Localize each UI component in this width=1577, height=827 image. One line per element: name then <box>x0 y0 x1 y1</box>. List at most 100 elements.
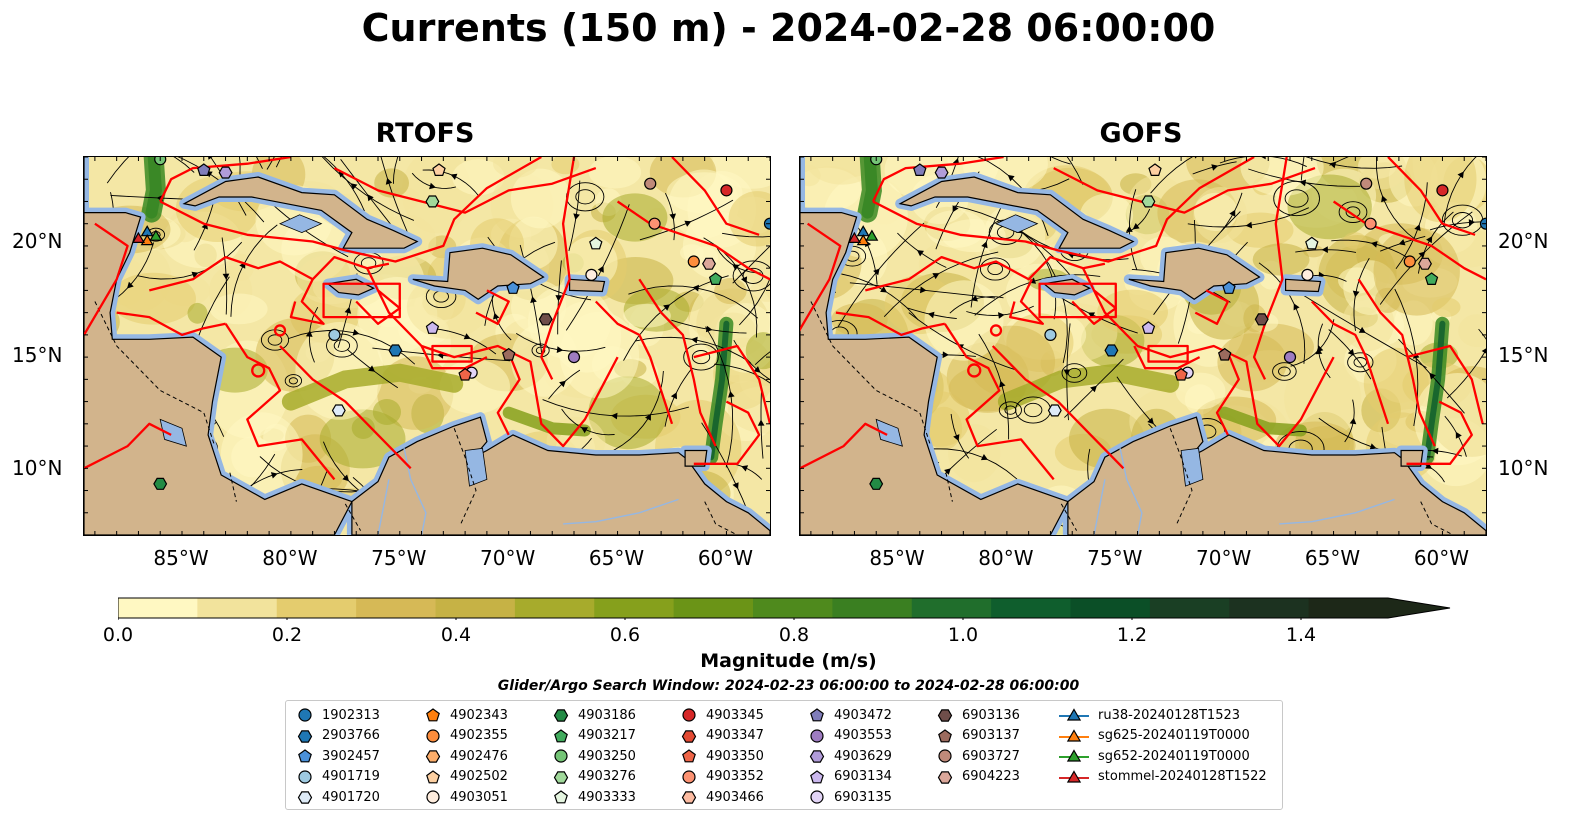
legend-label: 4902343 <box>450 707 508 723</box>
land <box>84 157 770 535</box>
float-pentagon-icon <box>554 728 568 742</box>
marker-4903217 <box>708 272 723 286</box>
glider-triangle-icon <box>1059 770 1089 783</box>
legend-item-6903727: 6903727 <box>936 746 1020 766</box>
legend-label: 4902476 <box>450 748 508 764</box>
float-hexagon-icon <box>425 750 441 763</box>
marker-4902502 <box>1148 163 1162 176</box>
lat-label-20n: 20°N <box>12 229 63 253</box>
float-pentagon-icon <box>682 749 696 763</box>
marker-4903276 <box>1141 195 1156 208</box>
colorbar-tick-4: 0.8 <box>778 624 810 646</box>
land <box>800 157 1486 535</box>
marker-3902457 <box>506 281 520 294</box>
float-circle-icon <box>298 708 312 722</box>
legend-item-4903276: 4903276 <box>552 767 636 787</box>
legend-item-4903186: 4903186 <box>552 705 636 725</box>
frame-ticks <box>800 157 1486 535</box>
legend-label: 6903135 <box>834 789 892 805</box>
float-hexagon-icon <box>681 729 697 743</box>
lon-label-rtofs-4: 65°W <box>588 546 645 570</box>
colorbar-tick-0: 0.0 <box>102 624 134 646</box>
float-pentagon-icon <box>810 770 824 784</box>
marker-4903345 <box>1436 184 1449 197</box>
colorbar-extend-arrow <box>1388 598 1450 618</box>
lakes <box>159 214 488 487</box>
panel-title-gofs: GOFS <box>1099 118 1183 149</box>
float-circle-icon <box>426 790 440 804</box>
legend-item-4903350: 4903350 <box>680 746 764 766</box>
marker-sg652-20240119T0000 <box>865 229 879 241</box>
map-panel-gofs[interactable] <box>799 156 1487 536</box>
marker-4903352 <box>1364 217 1377 230</box>
lon-label-rtofs-3: 70°W <box>480 546 536 570</box>
legend-item-6903135: 6903135 <box>808 787 892 807</box>
float-pentagon-icon <box>554 790 568 804</box>
glider-triangle-icon <box>1059 749 1089 762</box>
marker-4901719 <box>328 328 341 341</box>
colorbar-segment-13 <box>1149 598 1230 618</box>
float-circle-icon <box>810 790 824 804</box>
legend-label: 4903217 <box>578 728 636 744</box>
float-pentagon-icon <box>426 708 440 722</box>
map-panel-rtofs[interactable] <box>83 156 771 536</box>
search-window-text: Glider/Argo Search Window: 2024-02-23 06… <box>497 678 1080 694</box>
float-pentagon-icon <box>938 728 952 742</box>
legend-label: sg625-20240119T0000 <box>1098 728 1250 744</box>
float-pentagon-icon <box>298 749 312 763</box>
lon-label-gofs-0: 85°W <box>869 546 925 570</box>
lon-label-gofs-2: 75°W <box>1087 546 1143 570</box>
legend-label: 1902313 <box>322 707 380 723</box>
legend-label: 4903629 <box>834 748 892 764</box>
legend-item-4902476: 4902476 <box>424 746 508 766</box>
colorbar-segment-2 <box>276 598 357 618</box>
panel-title-rtofs: RTOFS <box>375 118 475 149</box>
strong-current-bands <box>857 157 1450 465</box>
marker-4903472 <box>913 163 927 176</box>
marker-4901719 <box>1044 328 1057 341</box>
float-pentagon-icon <box>426 770 440 784</box>
marker-4903472 <box>197 163 211 176</box>
float-circle-icon <box>682 770 696 784</box>
legend-item-4903466: 4903466 <box>680 787 764 807</box>
lon-label-gofs-5: 60°W <box>1413 546 1470 570</box>
marker-6903136 <box>538 313 553 326</box>
legend-item-4903217: 4903217 <box>552 726 636 746</box>
legend-label: 4903333 <box>578 789 636 805</box>
marker-2903766 <box>1104 344 1119 357</box>
legend-label: 4903352 <box>706 769 764 785</box>
marker-3902457 <box>1222 281 1236 294</box>
marker-4903186 <box>153 477 168 490</box>
marker-4903276 <box>425 195 440 208</box>
marker-4903629 <box>934 166 949 179</box>
colorbar-tick-7: 1.4 <box>1285 624 1317 646</box>
float-hexagon-icon <box>297 729 313 743</box>
colorbar-segment-12 <box>1070 598 1151 618</box>
marker-4903553 <box>567 351 581 364</box>
legend-item-ru38-20240128T1523: ru38-20240128T1523 <box>1058 705 1240 725</box>
marker-6903134 <box>425 321 440 334</box>
marker-4901720 <box>331 404 346 417</box>
legend-item-4902355: 4902355 <box>424 726 508 746</box>
legend-item-4903250: 4903250 <box>552 746 636 766</box>
legend-item-4901720: 4901720 <box>296 787 380 807</box>
legend-item-6903137: 6903137 <box>936 726 1020 746</box>
legend-label: 4903345 <box>706 707 764 723</box>
legend-label: 4903186 <box>578 707 636 723</box>
lat-label-10n-right: 10°N <box>1498 456 1549 480</box>
float-glider-markers <box>131 157 770 490</box>
legend-item-4903345: 4903345 <box>680 705 764 725</box>
legend-item-6904223: 6904223 <box>936 767 1020 787</box>
legend-label: 4903051 <box>450 789 508 805</box>
colorbar-label: Magnitude (m/s) <box>700 650 877 672</box>
float-circle-icon <box>810 728 824 743</box>
float-circle-icon <box>298 770 312 784</box>
lon-label-gofs-4: 65°W <box>1304 546 1361 570</box>
legend-item-stommel-20240128T1522: stommel-20240128T1522 <box>1058 767 1267 787</box>
marker-4903051 <box>585 268 598 281</box>
float-circle-icon <box>938 749 952 763</box>
marker-6903134 <box>1141 321 1156 334</box>
marker-4903217 <box>1424 272 1439 286</box>
legend-item-1902313: 1902313 <box>296 705 380 725</box>
glider-triangle-icon <box>1059 728 1089 742</box>
